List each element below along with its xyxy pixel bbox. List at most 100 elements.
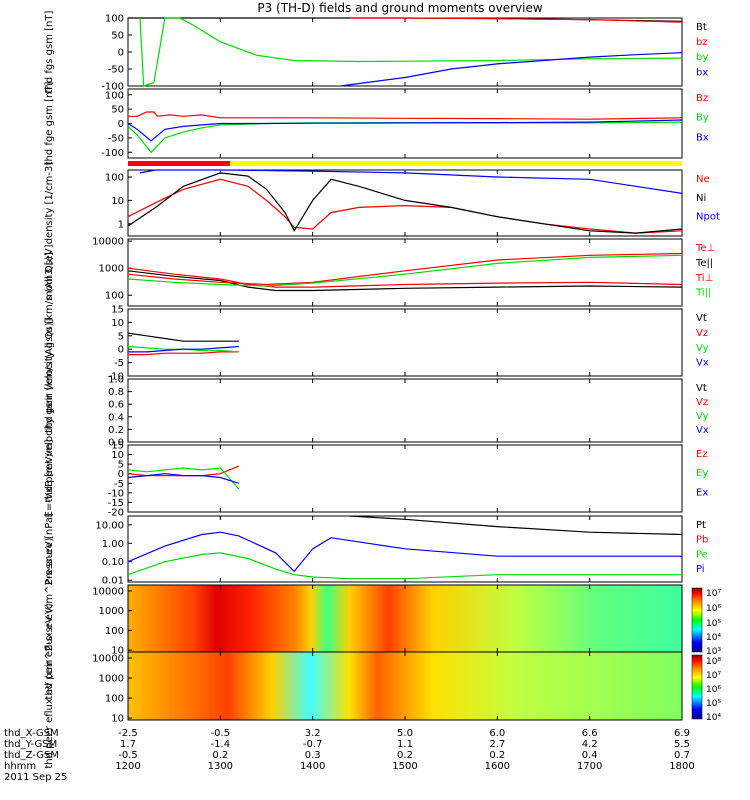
y-tick-label: 1.00 (102, 539, 124, 550)
mode-bar-slow (230, 161, 682, 166)
ephemeris-value: 0.3 (305, 750, 321, 761)
panel-frame (127, 169, 683, 237)
ephemeris-label: thd_Z-GSM (4, 750, 59, 761)
y-axis-label: thd fge gsm [nT] (44, 82, 55, 166)
y-tick-label: 10 (111, 196, 124, 207)
legend-item: Ni (696, 193, 706, 204)
y-axis-label: density [1/cm-3] (44, 162, 55, 245)
colorbar-ion (691, 587, 703, 653)
legend-item: bz (696, 37, 708, 48)
y-tick-label: 1000 (99, 606, 124, 617)
ephemeris-value: 6.6 (582, 728, 598, 739)
legend-item: Vt (696, 383, 707, 394)
legend-item: By (696, 113, 709, 124)
ephemeris-value: 0.2 (489, 750, 505, 761)
y-tick-label: 100 (105, 626, 124, 637)
y-tick-label: -10 (108, 372, 124, 383)
ephemeris-value: 0.7 (674, 750, 690, 761)
ephemeris-table: thd_X-GSM thd_Y-GSM thd_Z-GSM hhmm 2011 … (4, 728, 67, 783)
ephemeris-value: -0.5 (118, 750, 138, 761)
colorbar-ion-tick: 10⁶ (706, 604, 721, 614)
ephemeris-value: 1200 (115, 761, 140, 772)
y-tick-label: -20 (108, 508, 124, 519)
colorbar-ion-ticks: 10⁷ 10⁶ 10⁵ 10⁴ 10³ (706, 589, 721, 657)
date-label: 2011 Sep 25 (4, 772, 67, 783)
legend-item: Bx (696, 132, 709, 143)
legend-item: Bt (696, 22, 707, 33)
legend-item: Ez (696, 449, 708, 460)
y-tick-label: 0.0 (108, 438, 124, 449)
y-tick-label: 0 (118, 48, 124, 59)
y-tick-label: 15 (111, 441, 124, 452)
legend-item: Vy (696, 343, 709, 354)
series-Pe (127, 552, 682, 580)
panel-5: 1.00.8 0.60.4 0.2 0.0 thd peer velocity gsm … (44, 318, 709, 502)
legend-item: Te⊥ (695, 243, 715, 254)
panel-frame (127, 17, 683, 87)
y-tick-label: -5 (114, 358, 124, 369)
y-tick-label: 100 (105, 90, 124, 101)
ephemeris-label: thd_X-GSM (4, 728, 59, 739)
ephemeris-value: 1.7 (120, 739, 136, 750)
series-Npot (139, 169, 683, 194)
legend-item: Ey (696, 468, 708, 479)
panel-0: 100 50 0 -50 -100 thd fgs gsm [nT] Bt bz by bx (44, 11, 708, 94)
y-tick-label: 10000 (92, 654, 124, 665)
ephemeris-value: 0.2 (397, 750, 413, 761)
series-Bz (128, 111, 683, 120)
colorbar-electron-tick: 10⁶ (706, 685, 721, 695)
y-tick-label: 0.2 (108, 425, 124, 436)
y-tick-label: -100 (101, 148, 124, 159)
series-Vz (128, 351, 239, 356)
y-tick-label: 0 (118, 469, 124, 480)
panel-4: 15 10 5 0 -5 -10 thd peir velocity gsm [km/s (… (44, 252, 709, 433)
colorbar-electron-tick: 10⁵ (706, 699, 721, 709)
panel-frame (127, 444, 683, 513)
y-axis-label: thd peir eflux eV (cm^2-s-sr-eV) (44, 537, 55, 699)
panel-frame (127, 378, 683, 443)
ephemeris-value: 6.0 (489, 728, 505, 739)
legend-item: Pb (696, 535, 708, 546)
y-tick-label: 1000 (99, 264, 124, 275)
series-Vt (127, 332, 239, 342)
colorbar-electron-ticks: 10⁸ 10⁷ 10⁶ 10⁵ 10⁴ (706, 657, 721, 723)
y-axis-label: thd fgs gsm [nT] (44, 11, 55, 94)
y-tick-label: -50 (108, 65, 124, 76)
series-Ti⊥ (127, 252, 683, 286)
y-tick-label: 100 (105, 14, 124, 25)
legend-item: Bz (696, 93, 708, 104)
series-Te⊥ (127, 267, 683, 288)
y-tick-label: 10 (111, 714, 124, 725)
ephemeris-value: 5.0 (397, 728, 413, 739)
panel-7: 10.00 1.00 0.10 0.01 Pressure [nPa] Pt Pb Pe Pi (44, 513, 708, 587)
colorbar-ion-tick: 10³ (706, 647, 721, 657)
panel-2: 100 10 1 density [1/cm-3] Ne Ni Npot (44, 162, 720, 245)
colorbar-electron-tick: 10⁴ (706, 713, 721, 723)
series-bz (349, 17, 683, 23)
series-Ni (127, 172, 683, 234)
ephemeris-value: -2.5 (118, 728, 138, 739)
series-by (139, 17, 683, 87)
y-tick-label: -5 (114, 479, 124, 490)
y-tick-label: -100 (101, 82, 124, 93)
y-tick-label: 100 (105, 173, 124, 184)
ephemeris-value: 0.4 (582, 750, 598, 761)
y-tick-label: -50 (108, 133, 124, 144)
ephemeris-value: 4.2 (582, 739, 598, 750)
y-tick-label: 0.6 (108, 400, 124, 411)
legend-item: Vz (696, 397, 708, 408)
y-axis-label: E=-VxB [mV/m] (44, 439, 55, 517)
legend-item: Ti|| (695, 288, 711, 299)
y-tick-label: 5 (118, 331, 124, 342)
ephemeris-value: 1400 (300, 761, 325, 772)
y-axis-label: mom3 [eV] (44, 244, 55, 300)
y-tick-label: 10000 (92, 586, 124, 597)
ephemeris-value: -0.7 (303, 739, 323, 750)
series-Ti|| (127, 254, 683, 287)
y-tick-label: 0.8 (108, 387, 124, 398)
ephemeris-value: 1.1 (397, 739, 413, 750)
legend-item: Vt (696, 313, 707, 324)
legend-item: Vx (696, 425, 709, 436)
legend-item: Ne (696, 174, 710, 185)
